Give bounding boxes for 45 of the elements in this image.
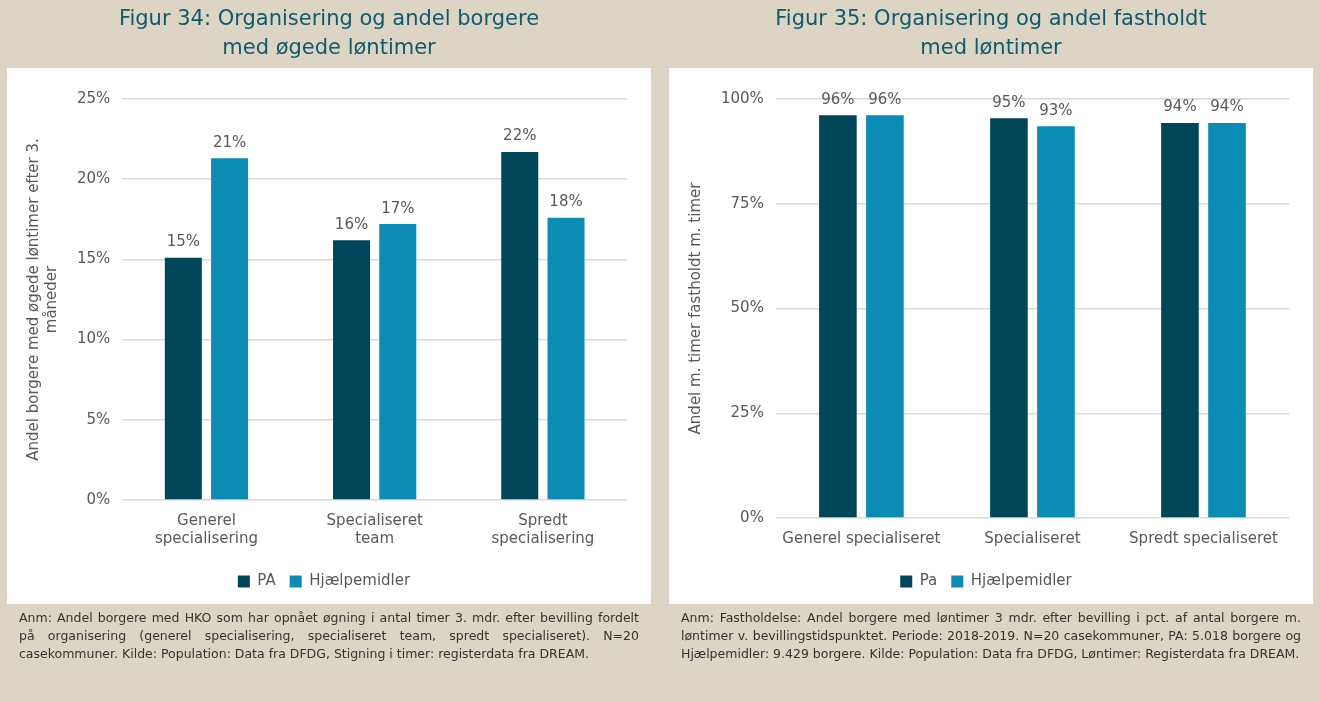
y-tick-label: 75% — [730, 193, 764, 212]
data-label: 16% — [334, 214, 369, 233]
y-tick-label: 0% — [740, 507, 764, 526]
y-tick-label: 25% — [730, 403, 764, 422]
data-label: 15% — [166, 232, 200, 251]
x-tick-label: Spredt specialiseret — [1129, 528, 1278, 547]
legend-label: Hjælpemidler — [970, 571, 1073, 590]
data-label: 18% — [549, 192, 583, 211]
x-tick-label: Specialiseret team — [326, 510, 423, 547]
text: Anm: Fastholdelse: Andel borgere med løntimer 3 mdr. efter bevilling i pct. af antal borgere m. løntimer v. bevillingstidspunktet. Periode: 2018-2019. N=20 casekommuner, PA: 5.018 borgere og Hjælpemidler: 9.429 borgere. Kilde: Population: Data fra DFDG, Løntimer: Registerdata fra DREAM. — [680, 609, 1302, 663]
y-tick-label: 100% — [720, 88, 764, 107]
bar — [211, 158, 249, 500]
chart-title: Figur 35: Organisering og andel fastholdt med løntimer — [774, 5, 1208, 61]
text: Anm: Andel borgere med HKO som har opnået øgning i antal timer 3. mdr. efter bevilling fordelt på organisering (generel specialisering, specialiseret team, spredt specialiseret). N=20 casekommuner. Kilde: Population: Data fra DFDG, Stigning i timer: registerdata fra DREAM. — [18, 609, 640, 663]
data-label: 95% — [992, 92, 1026, 111]
data-label: 94% — [1210, 97, 1244, 116]
data-label: 22% — [503, 126, 537, 145]
x-tick-label: Spredt specialisering — [491, 510, 595, 547]
data-label: 94% — [1163, 97, 1197, 116]
x-tick-label: Generel specialiseret — [782, 528, 941, 547]
y-tick-label: 50% — [730, 298, 764, 317]
chart-title: Figur 34: Organisering og andel borgere med øgede løntimer — [117, 5, 541, 61]
data-label: 93% — [1039, 100, 1073, 119]
y-tick-label: 5% — [86, 409, 111, 428]
data-label: 21% — [212, 132, 247, 151]
data-label: 96% — [868, 89, 902, 108]
bar — [501, 151, 539, 500]
y-axis-title: Andel borgere med øgede løntimer efter 3. måneder — [23, 138, 60, 461]
y-tick-label: 0% — [86, 489, 111, 508]
bar — [547, 217, 585, 500]
y-axis-title: Andel m. timer fastholdt m. timer — [685, 181, 704, 435]
y-tick-label: 25% — [77, 88, 111, 107]
legend-label: Pa — [919, 571, 938, 590]
x-tick-label: Specialiseret — [984, 528, 1081, 547]
x-tick-label: Generel specialisering — [154, 510, 258, 547]
data-label: 17% — [381, 198, 415, 217]
y-tick-label: 15% — [77, 249, 111, 268]
bar — [379, 224, 417, 500]
data-label: 96% — [821, 89, 855, 108]
bar — [333, 240, 371, 500]
bar — [164, 257, 202, 500]
legend-label: PA — [257, 571, 277, 590]
legend-label: Hjælpemidler — [309, 571, 411, 590]
y-tick-label: 20% — [77, 169, 111, 188]
y-tick-label: 10% — [77, 329, 111, 348]
